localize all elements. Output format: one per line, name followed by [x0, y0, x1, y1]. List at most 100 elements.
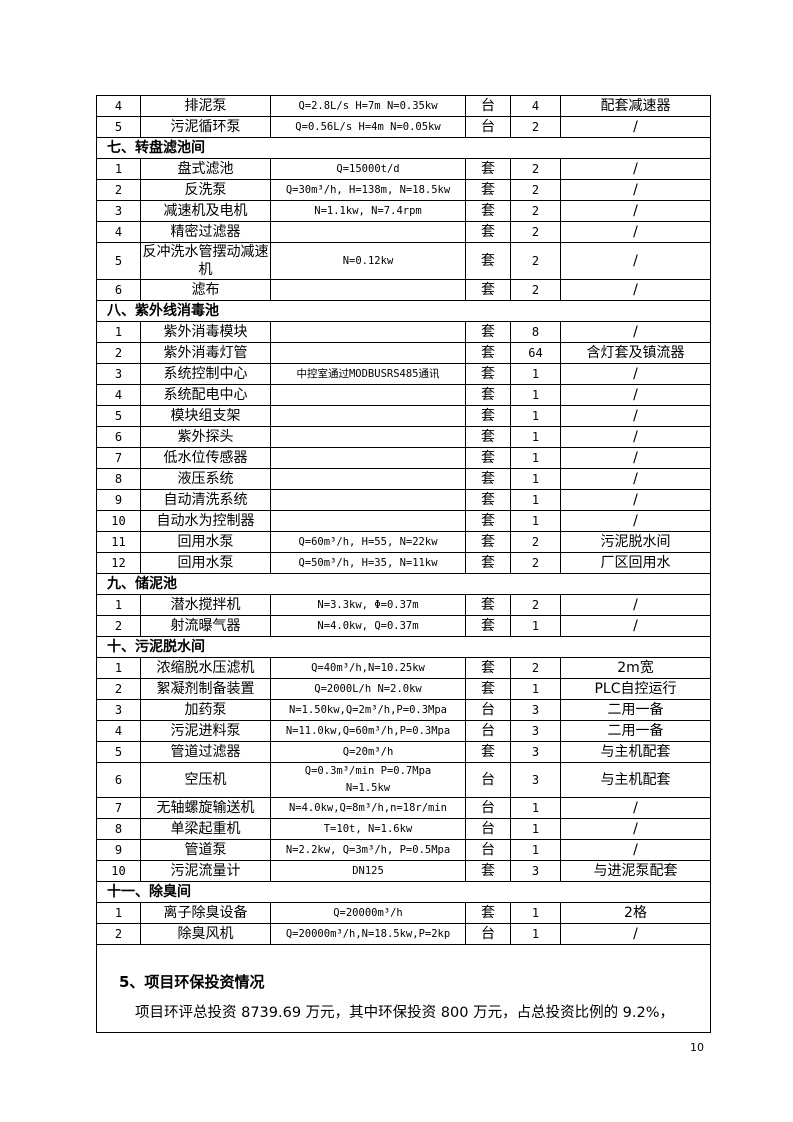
- quantity: 3: [510, 741, 561, 763]
- remark: 二用一备: [560, 699, 711, 721]
- section-title: 5、项目环保投资情况: [119, 973, 265, 991]
- specification: Q=0.3m³/min P=0.7Mpa N=1.5kw: [270, 762, 466, 798]
- specification: Q=30m³/h, H=138m, N=18.5kw: [270, 179, 466, 201]
- section-row: 七、转盘滤池间: [96, 137, 711, 159]
- quantity: 8: [510, 321, 561, 343]
- table-row: 3 减速机及电机 N=1.1kw, N=7.4rpm 套 2/: [96, 200, 711, 222]
- item-number: 4: [96, 384, 141, 406]
- item-number: 9: [96, 489, 141, 511]
- remark: /: [560, 489, 711, 511]
- table-row: 2 紫外消毒灯管 套 64 含灯套及镇流器: [96, 342, 711, 364]
- remark: 与进泥泵配套: [560, 860, 711, 882]
- remark: /: [560, 158, 711, 180]
- section-heading: 八、紫外线消毒池: [96, 300, 711, 322]
- quantity: 1: [510, 797, 561, 819]
- unit: 台: [465, 762, 511, 798]
- item-number: 9: [96, 839, 141, 861]
- remark: /: [560, 818, 711, 840]
- specification: N=11.0kw,Q=60m³/h,P=0.3Mpa: [270, 720, 466, 742]
- paragraph: 项目环评总投资 8739.69 万元，其中环保投资 800 万元，占总投资比例的…: [135, 1005, 675, 1021]
- equipment-name: 自动清洗系统: [140, 489, 271, 511]
- item-number: 2: [96, 923, 141, 945]
- equipment-name: 加药泵: [140, 699, 271, 721]
- remark: 配套减速器: [560, 95, 711, 117]
- remark: /: [560, 384, 711, 406]
- unit: 台: [465, 839, 511, 861]
- item-number: 7: [96, 447, 141, 469]
- table-row: 5 管道过滤器 Q=20m³/h 套 3 与主机配套: [96, 741, 711, 763]
- table-row: 5 模块组支架 套 1/: [96, 405, 711, 427]
- table-row: 2 絮凝剂制备装置 Q=2000L/h N=2.0kw 套 1 PLC自控运行: [96, 678, 711, 700]
- specification: Q=2.8L/s H=7m N=0.35kw: [270, 95, 466, 117]
- specification: [270, 447, 466, 469]
- quantity: 2: [510, 179, 561, 201]
- equipment-name: 除臭风机: [140, 923, 271, 945]
- specification: Q=50m³/h, H=35, N=11kw: [270, 552, 466, 574]
- specification: [270, 426, 466, 448]
- section-heading: 九、储泥池: [96, 573, 711, 595]
- equipment-name: 滤布: [140, 279, 271, 301]
- remark: 与主机配套: [560, 741, 711, 763]
- unit: 套: [465, 510, 511, 532]
- page-number: 10: [690, 1041, 704, 1054]
- unit: 套: [465, 405, 511, 427]
- specification: [270, 489, 466, 511]
- equipment-name: 污泥流量计: [140, 860, 271, 882]
- table-row: 1 离子除臭设备 Q=20000m³/h 套 1 2格: [96, 902, 711, 924]
- specification: N=1.1kw, N=7.4rpm: [270, 200, 466, 222]
- table-row: 10 污泥流量计 DN125 套 3 与进泥泵配套: [96, 860, 711, 882]
- table-row: 6 空压机 Q=0.3m³/min P=0.7Mpa N=1.5kw 台 3 与主机配套: [96, 762, 711, 798]
- item-number: 10: [96, 510, 141, 532]
- item-number: 5: [96, 116, 141, 138]
- item-number: 8: [96, 818, 141, 840]
- item-number: 6: [96, 762, 141, 798]
- quantity: 1: [510, 468, 561, 490]
- remark: 与主机配套: [560, 762, 711, 798]
- quantity: 1: [510, 489, 561, 511]
- quantity: 2: [510, 200, 561, 222]
- table-row: 1 盘式滤池 Q=15000t/d 套 2/: [96, 158, 711, 180]
- section-heading: 十一、除臭间: [96, 881, 711, 903]
- remark: /: [560, 405, 711, 427]
- equipment-name: 离子除臭设备: [140, 902, 271, 924]
- remark: 二用一备: [560, 720, 711, 742]
- item-number: 1: [96, 594, 141, 616]
- unit: 套: [465, 552, 511, 574]
- specification: [270, 221, 466, 243]
- equipment-name: 低水位传感器: [140, 447, 271, 469]
- specification: Q=20m³/h: [270, 741, 466, 763]
- specification: Q=20000m³/h: [270, 902, 466, 924]
- table-row: 2 射流曝气器 N=4.0kw, Q=0.37m 套 1/: [96, 615, 711, 637]
- specification: [270, 279, 466, 301]
- section-heading: 七、转盘滤池间: [96, 137, 711, 159]
- unit: 套: [465, 489, 511, 511]
- unit: 套: [465, 594, 511, 616]
- unit: 套: [465, 158, 511, 180]
- remark: /: [560, 510, 711, 532]
- quantity: 2: [510, 657, 561, 679]
- quantity: 1: [510, 902, 561, 924]
- equipment-name: 紫外消毒灯管: [140, 342, 271, 364]
- specification: N=0.12kw: [270, 242, 466, 280]
- specification: N=4.0kw, Q=0.37m: [270, 615, 466, 637]
- unit: 台: [465, 116, 511, 138]
- unit: 套: [465, 902, 511, 924]
- item-number: 1: [96, 657, 141, 679]
- table-row: 2 反洗泵 Q=30m³/h, H=138m, N=18.5kw 套 2/: [96, 179, 711, 201]
- equipment-table: 4 排泥泵 Q=2.8L/s H=7m N=0.35kw 台 4 配套减速器 5 污泥循环泵 Q…: [96, 95, 711, 945]
- item-number: 2: [96, 678, 141, 700]
- equipment-name: 絮凝剂制备装置: [140, 678, 271, 700]
- table-row: 10 自动水为控制器 套 1/: [96, 510, 711, 532]
- item-number: 6: [96, 279, 141, 301]
- specification: Q=15000t/d: [270, 158, 466, 180]
- unit: 套: [465, 342, 511, 364]
- equipment-name: 反冲洗水管摆动减速机: [140, 242, 271, 280]
- section-row: 八、紫外线消毒池: [96, 300, 711, 322]
- equipment-name: 精密过滤器: [140, 221, 271, 243]
- equipment-name: 回用水泵: [140, 552, 271, 574]
- quantity: 2: [510, 116, 561, 138]
- equipment-name: 反洗泵: [140, 179, 271, 201]
- equipment-name: 单梁起重机: [140, 818, 271, 840]
- item-number: 1: [96, 902, 141, 924]
